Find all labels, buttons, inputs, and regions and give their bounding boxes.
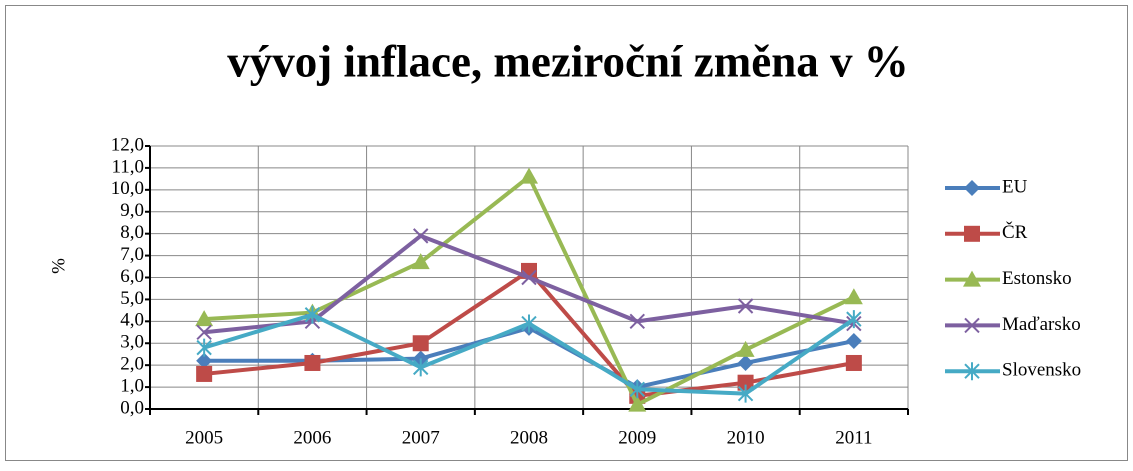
- marker: [964, 225, 980, 242]
- marker: [411, 253, 430, 270]
- marker: [195, 310, 214, 327]
- y-tick-label: 6,0: [120, 266, 144, 287]
- marker: [737, 354, 754, 371]
- x-tick-label: 2010: [727, 427, 765, 448]
- marker: [846, 310, 862, 329]
- marker: [413, 228, 429, 244]
- marker: [196, 365, 213, 382]
- x-tick-label: 2007: [402, 427, 440, 448]
- marker: [964, 317, 980, 334]
- marker: [412, 335, 429, 352]
- marker: [964, 180, 980, 196]
- x-tick-label: 2005: [185, 427, 223, 448]
- x-tick-label: 2009: [618, 427, 656, 448]
- marker: [629, 313, 645, 330]
- marker: [196, 352, 213, 369]
- marker: [413, 358, 429, 377]
- x-tick-label: 2011: [835, 427, 872, 448]
- marker: [521, 269, 537, 286]
- marker: [737, 374, 754, 391]
- marker: [196, 338, 212, 357]
- y-tick-label: 12,0: [111, 134, 144, 155]
- x-tick-label: 2008: [510, 427, 548, 448]
- marker: [737, 298, 754, 314]
- y-tick-label: 10,0: [111, 178, 144, 199]
- y-tick-label: 0,0: [120, 397, 144, 418]
- marker: [737, 384, 754, 403]
- legend-label: Maďarsko: [1002, 314, 1081, 335]
- y-tick-label: 1,0: [120, 375, 144, 396]
- y-tick-label: 5,0: [120, 288, 144, 309]
- legend-label: Estonsko: [1002, 268, 1072, 289]
- y-tick-label: 11,0: [111, 156, 144, 177]
- legend-label: Slovensko: [1002, 360, 1081, 381]
- marker: [629, 380, 645, 399]
- marker: [196, 324, 212, 340]
- marker: [304, 354, 321, 371]
- x-tick-label: 2006: [293, 427, 331, 448]
- marker: [736, 340, 755, 357]
- chart-frame: [5, 5, 1128, 461]
- y-axis-label: %: [48, 258, 69, 274]
- y-tick-label: 2,0: [120, 354, 144, 375]
- marker: [628, 395, 647, 412]
- chart-title: vývoj inflace, meziroční změna v %: [227, 36, 909, 86]
- marker: [964, 362, 980, 381]
- marker: [844, 288, 863, 305]
- marker: [521, 314, 537, 333]
- y-tick-label: 8,0: [120, 222, 144, 243]
- y-tick-label: 7,0: [120, 244, 144, 265]
- y-tick-label: 9,0: [120, 200, 144, 221]
- marker: [520, 167, 538, 184]
- y-tick-label: 3,0: [120, 332, 144, 353]
- marker: [845, 333, 862, 350]
- marker: [963, 270, 981, 287]
- y-tick-label: 4,0: [120, 310, 144, 331]
- legend-label: EU: [1002, 176, 1028, 197]
- marker: [845, 354, 862, 371]
- legend-label: ČR: [1002, 221, 1028, 243]
- marker: [304, 305, 321, 324]
